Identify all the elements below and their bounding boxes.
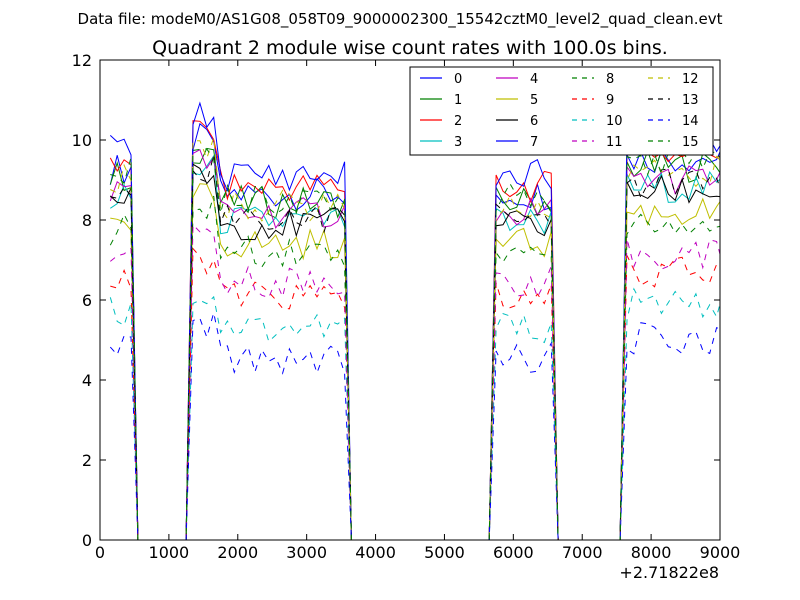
series-line-10 [109,287,720,540]
x-tick-label: 1000 [149,543,190,562]
series-line-5 [110,183,720,540]
x-tick-label: 5000 [424,543,465,562]
series-line-7 [109,101,720,540]
legend-label-14: 14 [682,114,699,129]
series-line-8 [109,195,720,540]
chart-title: Quadrant 2 module wise count rates with … [152,37,668,59]
legend-label-5: 5 [530,93,538,108]
series-line-14 [109,312,720,540]
legend-label-7: 7 [530,135,538,150]
legend-label-8: 8 [606,72,614,87]
y-tick-label: 6 [82,291,92,310]
legend-label-9: 9 [606,93,614,108]
x-tick-label: 2000 [217,543,258,562]
series-line-15 [110,148,720,540]
y-tick-label: 10 [72,131,92,150]
series-layer [109,101,720,540]
x-offset-label: +2.71822e8 [619,563,719,582]
series-line-11 [109,223,720,540]
x-tick-label: 0 [95,543,105,562]
legend-label-6: 6 [530,114,538,129]
legend-label-1: 1 [454,93,462,108]
x-tick-label: 6000 [493,543,534,562]
series-line-4 [109,148,720,540]
legend-label-13: 13 [682,93,699,108]
y-tick-label: 4 [82,371,92,390]
x-tick-label: 7000 [562,543,603,562]
legend-label-2: 2 [454,114,462,129]
series-line-9 [110,247,720,540]
series-line-12 [110,137,720,540]
legend-box [409,66,714,156]
series-line-1 [109,147,720,540]
legend-label-10: 10 [606,114,623,129]
legend-label-15: 15 [682,135,699,150]
x-tick-label: 4000 [355,543,396,562]
x-tick-label: 3000 [286,543,327,562]
legend-label-11: 11 [606,135,623,150]
y-tick-label: 0 [82,531,92,550]
y-tick-label: 12 [72,51,92,70]
x-tick-label: 8000 [631,543,672,562]
legend-label-0: 0 [454,72,462,87]
legend-label-4: 4 [530,72,538,87]
legend-label-12: 12 [682,72,699,87]
y-tick-label: 2 [82,451,92,470]
x-tick-label: 9000 [700,543,741,562]
x-axis: 0 1000 2000 3000 4000 5000 6000 7000 8000 9000 [95,60,740,562]
figure-suptitle: Data file: modeM0/AS1G08_058T09_90000023… [78,10,723,29]
y-tick-label: 8 [82,211,92,230]
series-line-0 [109,122,720,540]
legend-label-3: 3 [454,135,462,150]
